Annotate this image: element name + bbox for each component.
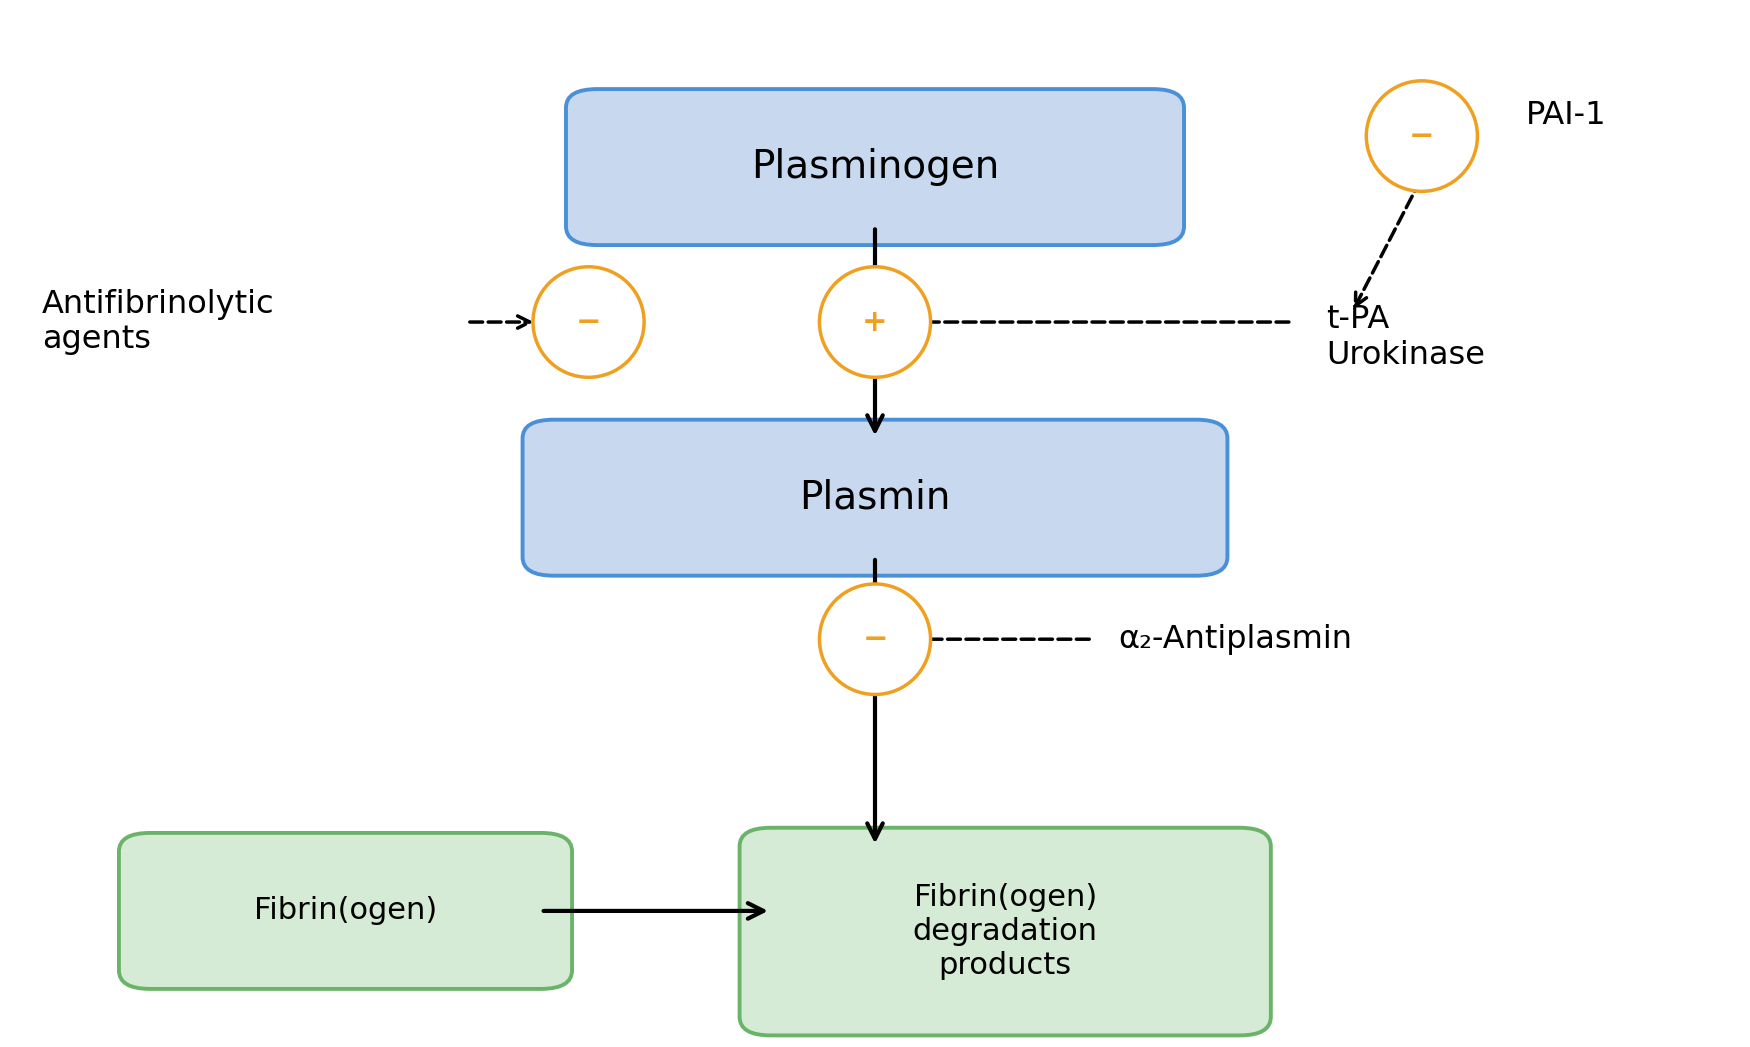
Ellipse shape	[819, 267, 931, 377]
Text: Fibrin(ogen)
degradation
products: Fibrin(ogen) degradation products	[914, 884, 1097, 980]
Ellipse shape	[1367, 81, 1477, 192]
FancyBboxPatch shape	[565, 89, 1185, 245]
Text: Plasmin: Plasmin	[800, 478, 950, 516]
Text: Plasminogen: Plasminogen	[751, 148, 999, 186]
Text: Antifibrinolytic
agents: Antifibrinolytic agents	[42, 289, 275, 355]
FancyBboxPatch shape	[740, 828, 1270, 1035]
Text: −: −	[1409, 121, 1435, 151]
Text: −: −	[863, 625, 887, 653]
Text: PAI-1: PAI-1	[1526, 99, 1606, 131]
Text: Fibrin(ogen): Fibrin(ogen)	[254, 896, 438, 926]
Ellipse shape	[534, 267, 644, 377]
FancyBboxPatch shape	[119, 833, 572, 989]
Text: −: −	[576, 308, 602, 336]
Text: α₂-Antiplasmin: α₂-Antiplasmin	[1118, 624, 1353, 654]
Text: +: +	[863, 308, 887, 336]
FancyBboxPatch shape	[523, 420, 1227, 576]
Text: t-PA
Urokinase: t-PA Urokinase	[1326, 304, 1486, 371]
Ellipse shape	[819, 584, 931, 694]
